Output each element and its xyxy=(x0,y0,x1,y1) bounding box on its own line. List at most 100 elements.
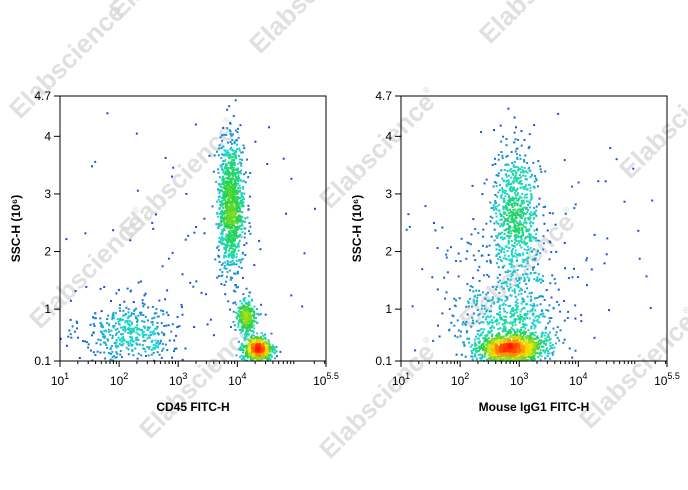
event-dot xyxy=(497,191,500,194)
event-dot xyxy=(512,334,515,337)
event-dot xyxy=(532,303,535,305)
event-dot xyxy=(161,349,164,352)
event-dot xyxy=(471,286,474,289)
event-dot xyxy=(547,333,550,336)
event-dot xyxy=(530,195,533,198)
event-dot xyxy=(500,316,503,319)
event-dot xyxy=(257,350,260,353)
event-dot xyxy=(252,341,255,344)
event-dot xyxy=(528,239,531,242)
event-dot xyxy=(469,345,472,348)
event-dot xyxy=(258,345,261,348)
event-dot xyxy=(103,341,106,344)
event-dot xyxy=(493,208,496,211)
event-dot xyxy=(275,350,278,353)
event-dot xyxy=(514,174,517,177)
event-dot xyxy=(116,327,119,330)
event-dot xyxy=(514,214,517,217)
event-dot xyxy=(230,165,233,168)
event-dot xyxy=(132,328,135,331)
event-dot xyxy=(519,168,522,171)
event-dot xyxy=(529,310,532,313)
event-dot xyxy=(547,322,550,325)
event-dot xyxy=(505,315,508,318)
event-dot xyxy=(123,300,126,303)
event-dot xyxy=(516,308,519,311)
event-dot xyxy=(224,164,227,167)
event-dot xyxy=(232,188,235,191)
event-dot xyxy=(226,235,229,238)
event-dot xyxy=(239,311,241,314)
event-dot xyxy=(456,336,459,339)
event-dot xyxy=(94,317,97,320)
event-dot xyxy=(508,259,511,262)
watermark-registered-mark: ® xyxy=(681,305,688,316)
event-dot xyxy=(224,187,226,190)
event-dot xyxy=(535,315,538,318)
event-dot xyxy=(233,163,235,166)
event-dot xyxy=(511,324,514,327)
event-dot xyxy=(516,236,519,239)
event-dot xyxy=(559,310,562,313)
event-dot xyxy=(493,353,495,356)
event-dot xyxy=(223,159,226,162)
event-dot xyxy=(542,206,545,209)
event-dot xyxy=(503,169,506,172)
event-dot xyxy=(527,329,530,332)
event-dot xyxy=(225,235,228,238)
event-dot xyxy=(472,349,475,352)
event-dot xyxy=(240,164,243,167)
event-dot xyxy=(487,275,490,278)
event-dot xyxy=(537,185,539,188)
event-dot xyxy=(489,347,492,350)
event-dot xyxy=(516,199,519,202)
event-dot xyxy=(84,232,87,235)
event-dot xyxy=(233,272,236,275)
event-dot xyxy=(522,261,525,264)
event-dot xyxy=(504,319,507,322)
event-dot xyxy=(119,303,121,306)
event-dot xyxy=(512,208,515,211)
event-dot xyxy=(513,219,516,222)
event-dot xyxy=(540,332,543,335)
event-dot xyxy=(455,299,458,302)
event-dot xyxy=(514,323,517,326)
event-dot xyxy=(492,321,495,324)
event-dot xyxy=(228,214,231,217)
event-dot xyxy=(114,322,117,325)
event-dot xyxy=(537,321,540,324)
event-dot xyxy=(474,355,477,358)
event-dot xyxy=(231,175,234,177)
event-dot xyxy=(495,185,498,188)
event-dot xyxy=(235,253,238,256)
event-dot xyxy=(521,217,524,220)
event-dot xyxy=(518,214,521,217)
event-dot xyxy=(232,256,235,259)
event-dot xyxy=(501,189,504,191)
event-dot xyxy=(167,324,170,327)
event-dot xyxy=(515,197,518,200)
event-dot xyxy=(524,327,527,330)
event-dot xyxy=(535,209,538,212)
event-dot xyxy=(498,204,501,206)
event-dot xyxy=(507,203,510,206)
event-dot xyxy=(522,340,525,343)
event-dot xyxy=(521,331,524,334)
event-dot xyxy=(500,282,503,285)
event-dot xyxy=(119,339,122,342)
event-dot xyxy=(223,217,226,219)
event-dot xyxy=(506,277,509,280)
event-dot xyxy=(134,326,137,329)
event-dot xyxy=(150,333,153,336)
event-dot xyxy=(154,332,156,335)
event-dot xyxy=(235,184,238,187)
event-dot xyxy=(445,291,448,294)
event-dot xyxy=(443,276,446,279)
event-dot xyxy=(514,353,516,356)
event-dot xyxy=(239,314,242,317)
event-dot xyxy=(221,167,224,170)
event-dot xyxy=(474,341,477,344)
event-dot xyxy=(264,356,266,359)
event-dot xyxy=(260,355,262,358)
